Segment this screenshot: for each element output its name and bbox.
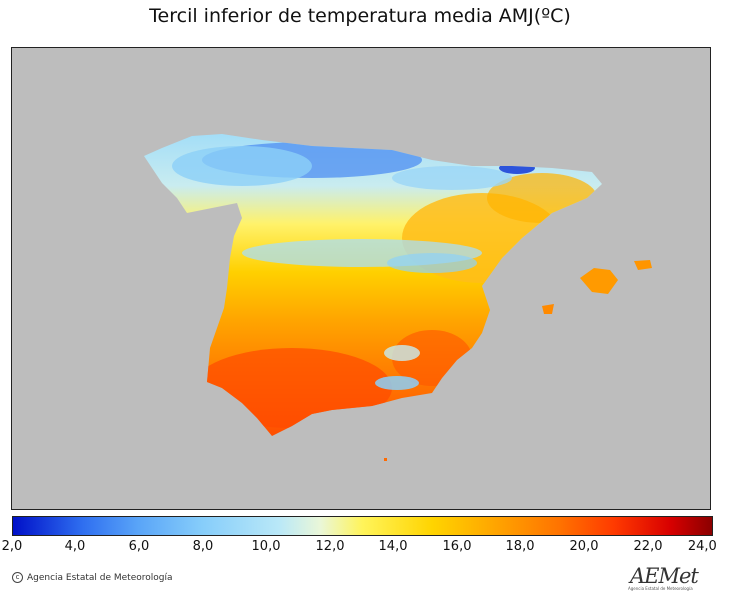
- colorbar-tick: 12,0: [315, 539, 345, 554]
- chart-title: Tercil inferior de temperatura media AMJ…: [149, 5, 571, 27]
- copyright-icon: c: [12, 572, 23, 583]
- logo-text: AEMet: [630, 564, 699, 588]
- colorbar-tick: 2,0: [1, 539, 23, 554]
- colorbar-tick: 18,0: [505, 539, 535, 554]
- alboran-dot: [384, 458, 387, 461]
- colorbar-tick: 8,0: [192, 539, 214, 554]
- colorbar-tick: 14,0: [378, 539, 408, 554]
- colorbar-tick: 6,0: [128, 539, 150, 554]
- colorbar-tick: 4,0: [64, 539, 86, 554]
- colorbar: [12, 516, 713, 536]
- colorbar-tick: 10,0: [251, 539, 281, 554]
- island-ibiza: [542, 304, 554, 314]
- temperature-map: [144, 134, 652, 461]
- map-panel: [11, 47, 711, 510]
- logo-subtext: Agencia Estatal de Meteorología: [628, 586, 693, 591]
- colorbar-tick: 24,0: [687, 539, 717, 554]
- colorbar-tick: 20,0: [569, 539, 599, 554]
- mainland-spain: [144, 134, 602, 436]
- aemet-logo: AEMet Agencia Estatal de Meteorología: [626, 564, 716, 592]
- colorbar-tick: 16,0: [442, 539, 472, 554]
- colorbar-tick: 22,0: [633, 539, 663, 554]
- credit: c Agencia Estatal de Meteorología: [12, 572, 173, 583]
- island-mallorca: [580, 268, 618, 294]
- credit-text: Agencia Estatal de Meteorología: [27, 572, 173, 583]
- island-menorca: [634, 260, 652, 270]
